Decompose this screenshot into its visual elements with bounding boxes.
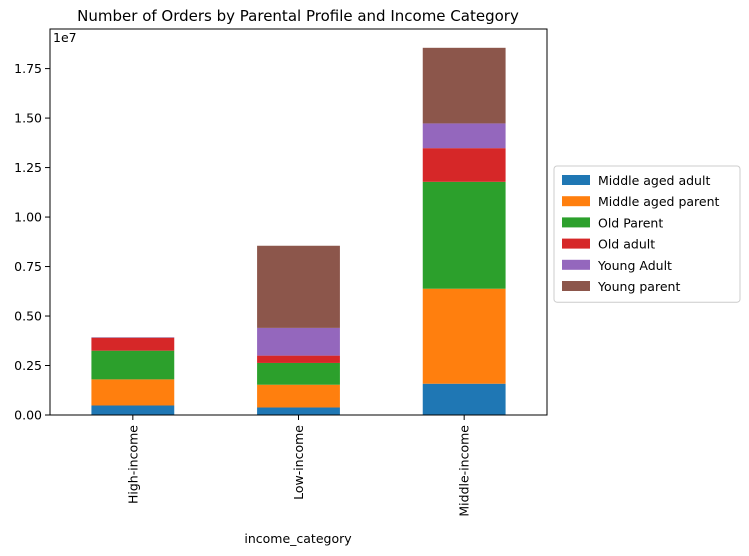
y-tick-label: 1.25: [14, 160, 42, 175]
bar-low-income-young-adult: [257, 327, 340, 356]
plot-frame: [49, 28, 548, 416]
chart-title: Number of Orders by Parental Profile and…: [77, 7, 519, 25]
x-axis-label: income_category: [244, 531, 352, 546]
y-tick-label: 1.50: [14, 111, 42, 126]
x-tick-label: Low-income: [291, 425, 306, 500]
y-tick-label: 1.00: [14, 210, 42, 225]
x-tick-label: High-income: [125, 425, 140, 504]
bar-high-income-old-parent: [91, 350, 175, 380]
bar-middle-income-middle-aged-adult: [422, 383, 506, 415]
bar-low-income-middle-aged-adult: [257, 407, 340, 415]
bar-middle-income-young-parent: [422, 47, 506, 124]
y-tick-label: 0.50: [14, 309, 42, 324]
bar-low-income-old-parent: [257, 362, 340, 385]
bar-low-income-old-adult: [257, 355, 340, 363]
y-tick-label: 0.00: [14, 408, 42, 423]
bar-high-income-middle-aged-adult: [91, 405, 175, 415]
legend-swatch: [562, 217, 590, 228]
legend-entry-label: Middle aged adult: [598, 173, 710, 188]
bar-low-income-middle-aged-parent: [257, 384, 340, 408]
y-tick-label: 1.75: [14, 61, 42, 76]
legend-swatch: [562, 281, 590, 291]
y-axis-offset-label: 1e7: [53, 30, 77, 45]
bar-middle-income-middle-aged-parent: [422, 288, 506, 384]
x-axis: High-income Low-income Middle-income: [125, 415, 472, 517]
y-tick-label: 0.25: [14, 358, 42, 373]
legend-swatch: [562, 196, 590, 207]
bar-high-income-old-adult: [91, 337, 175, 351]
legend-entry-label: Old Parent: [598, 215, 663, 230]
legend-entry-label: Young parent: [597, 279, 680, 294]
bar-high-income-middle-aged-parent: [91, 379, 175, 406]
legend-entry-label: Middle aged parent: [598, 194, 720, 209]
legend-swatch: [562, 259, 590, 270]
bar-middle-income-young-adult: [422, 123, 506, 149]
bar-middle-income-old-parent: [422, 181, 506, 289]
bar-middle-income-old-adult: [422, 148, 506, 182]
y-axis: 0.00 0.25 0.50 0.75 1.00 1.25 1.50 1.75: [14, 61, 50, 423]
bar-low-income-young-parent: [257, 245, 340, 328]
legend-swatch: [562, 175, 590, 185]
bars-group: [91, 47, 506, 415]
legend-frame: [553, 165, 741, 303]
legend-entry-label: Old adult: [598, 237, 655, 252]
y-tick-label: 0.75: [14, 259, 42, 274]
legend-swatch: [562, 238, 590, 249]
x-tick-label: Middle-income: [457, 425, 472, 517]
legend: Middle aged adult Middle aged parent Old P…: [553, 165, 741, 303]
legend-entry-label: Young Adult: [597, 258, 672, 273]
